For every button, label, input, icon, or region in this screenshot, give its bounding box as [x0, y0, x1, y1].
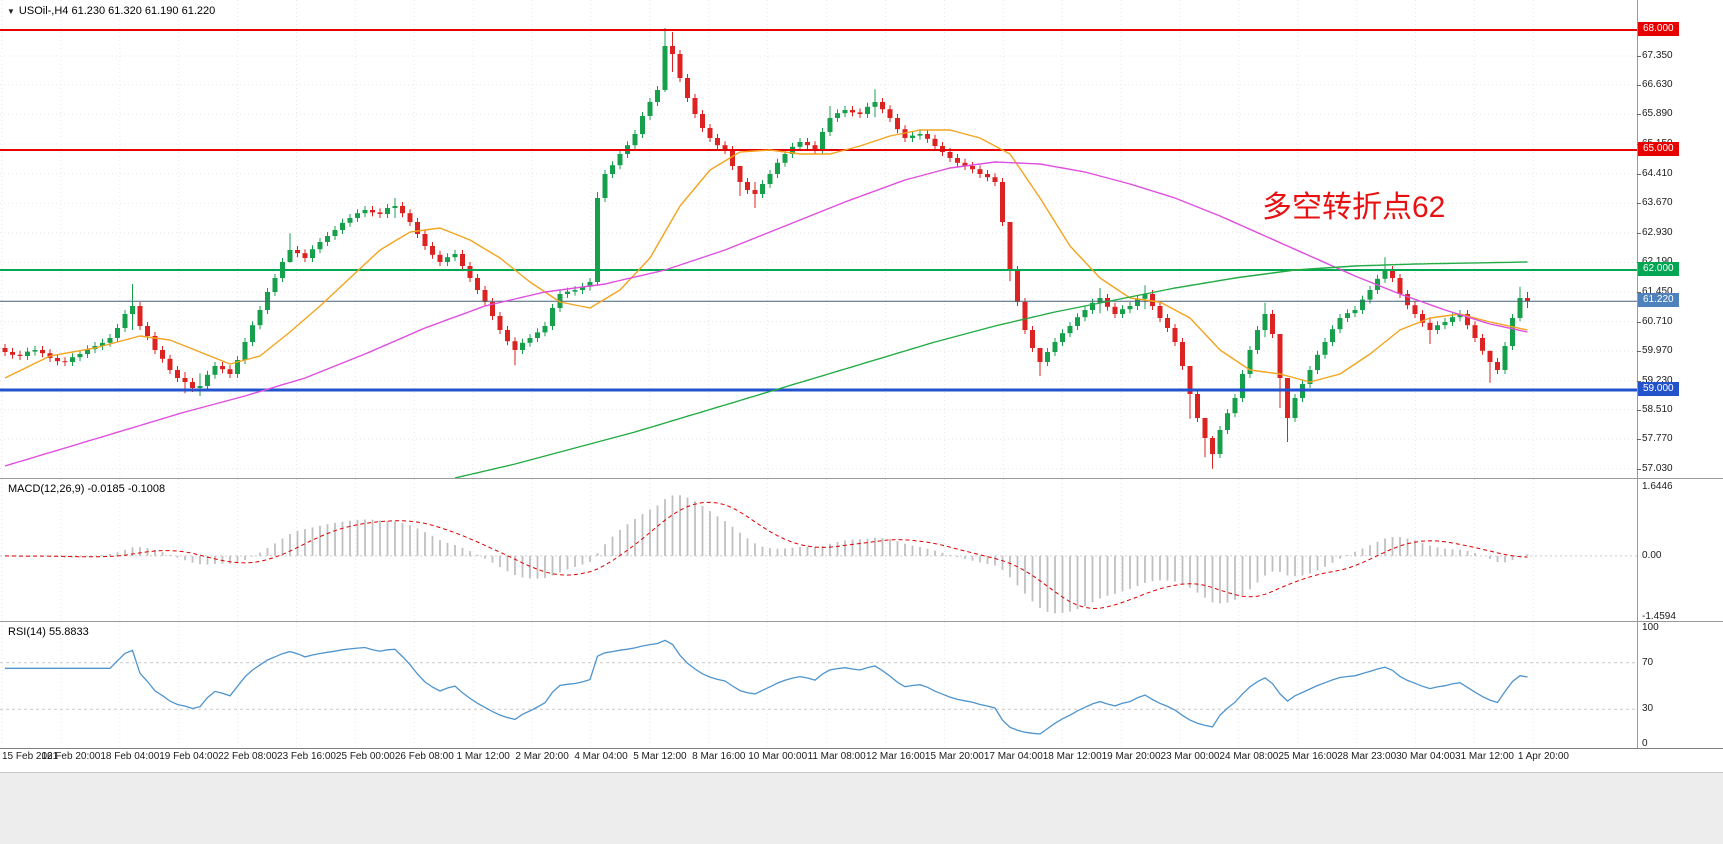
- macd-tick-label: 0.00: [1642, 549, 1662, 561]
- panel-separator[interactable]: [0, 621, 1723, 622]
- rsi-tick-label: 30: [1642, 703, 1654, 715]
- symbol-dropdown-icon[interactable]: ▼: [7, 7, 15, 16]
- time-axis-label: 2 Mar 20:00: [515, 751, 569, 762]
- time-axis-label: 18 Mar 12:00: [1042, 751, 1102, 762]
- price-tick-label: 64.410: [1642, 167, 1673, 179]
- time-axis-label: 28 Mar 23:00: [1337, 751, 1397, 762]
- time-axis-label: 30 Mar 04:00: [1396, 751, 1456, 762]
- time-axis-label: 5 Mar 12:00: [633, 751, 687, 762]
- price-line-badge: 59.000: [1638, 382, 1679, 396]
- price-tick-mark: [1637, 321, 1641, 323]
- price-tick-label: 67.350: [1642, 50, 1673, 61]
- price-tick-mark: [1637, 203, 1641, 205]
- symbol-ohlc-label: USOil-,H4 61.230 61.320 61.190 61.220: [18, 5, 216, 17]
- time-axis-label: 25 Mar 16:00: [1278, 751, 1338, 762]
- time-axis-label: 16 Feb 20:00: [41, 751, 101, 762]
- bottom-strip: [0, 772, 1723, 844]
- price-tick-mark: [1637, 409, 1641, 411]
- time-axis-label: 19 Mar 20:00: [1101, 751, 1161, 762]
- price-tick-label: 59.970: [1642, 345, 1673, 357]
- price-tick-mark: [1637, 439, 1641, 441]
- time-axis-label: 1 Apr 20:00: [1517, 751, 1569, 762]
- time-axis-label: 15 Feb 2021: [2, 751, 59, 762]
- macd-tick-label: 1.6446: [1642, 481, 1673, 492]
- time-axis-label: 4 Mar 04:00: [574, 751, 628, 762]
- price-chart-area[interactable]: [0, 0, 1637, 478]
- price-tick-label: 57.030: [1642, 462, 1673, 474]
- time-axis-label: 17 Mar 04:00: [983, 751, 1043, 762]
- time-axis-label: 19 Feb 04:00: [159, 751, 219, 762]
- price-line-badge: 68.000: [1638, 22, 1679, 36]
- time-axis-separator: [0, 748, 1723, 749]
- price-tick-label: 63.670: [1642, 197, 1673, 209]
- price-tick-label: 60.710: [1642, 315, 1673, 327]
- time-axis-label: 23 Mar 00:00: [1160, 751, 1220, 762]
- time-axis-label: 8 Mar 16:00: [692, 751, 746, 762]
- time-axis-label: 24 Mar 08:00: [1219, 751, 1279, 762]
- price-tick-mark: [1637, 380, 1641, 382]
- chart-annotation-text: 多空转折点62: [1262, 191, 1446, 224]
- time-axis-label: 23 Feb 16:00: [277, 751, 336, 762]
- price-tick-mark: [1637, 84, 1641, 86]
- price-tick-label: 66.630: [1642, 78, 1673, 90]
- price-tick-label: 65.890: [1642, 108, 1673, 120]
- time-axis-label: 25 Feb 00:00: [335, 751, 395, 762]
- price-line-badge: 65.000: [1638, 142, 1679, 156]
- time-axis-label: 22 Feb 08:00: [218, 751, 278, 762]
- rsi-panel[interactable]: [0, 622, 1637, 748]
- rsi-tick-label: 100: [1642, 622, 1659, 633]
- time-axis-label: 31 Mar 12:00: [1455, 751, 1514, 762]
- time-axis-label: 1 Mar 12:00: [456, 751, 510, 762]
- price-tick-mark: [1637, 114, 1641, 116]
- price-tick-mark: [1637, 56, 1641, 57]
- price-tick-label: 59.230: [1642, 374, 1673, 386]
- price-tick-label: 62.190: [1642, 256, 1673, 267]
- price-tick-label: 61.450: [1642, 286, 1673, 297]
- macd-tick-label: -1.4594: [1642, 611, 1676, 622]
- time-axis-label: 18 Feb 04:00: [100, 751, 160, 762]
- time-axis-label: 12 Mar 16:00: [866, 751, 925, 762]
- price-tick-mark: [1637, 232, 1641, 234]
- price-tick-mark: [1637, 173, 1641, 175]
- price-tick-mark: [1637, 292, 1641, 293]
- symbol-info: ▼ USOil-,H4 61.230 61.320 61.190 61.220: [7, 5, 215, 17]
- time-axis-label: 10 Mar 00:00: [748, 751, 808, 762]
- price-tick-mark: [1637, 468, 1641, 470]
- macd-panel[interactable]: [0, 479, 1637, 621]
- price-tick-label: 57.770: [1642, 433, 1673, 445]
- price-tick-label: 62.930: [1642, 226, 1673, 238]
- time-axis-label: 26 Feb 08:00: [394, 751, 454, 762]
- ma-fast-orange: [4, 129, 1528, 383]
- macd-indicator-label: MACD(12,26,9) -0.0185 -0.1008: [8, 483, 166, 495]
- rsi-indicator-label: RSI(14) 55.8833: [8, 626, 89, 638]
- price-scale-separator: [1637, 0, 1638, 748]
- price-line-badge: 62.000: [1638, 262, 1679, 276]
- ma-mid-magenta: [4, 161, 1528, 467]
- time-axis-label: 15 Mar 20:00: [924, 751, 984, 762]
- ma-slow-green: [454, 261, 1528, 478]
- time-axis-label: 11 Mar 08:00: [807, 751, 866, 762]
- price-tick-label: 58.510: [1642, 403, 1673, 415]
- price-tick-mark: [1637, 351, 1641, 353]
- rsi-tick-label: 70: [1642, 656, 1654, 668]
- panel-separator[interactable]: [0, 478, 1723, 479]
- rsi-tick-label: 0: [1642, 738, 1648, 749]
- bid-price-badge: 61.220: [1638, 293, 1679, 308]
